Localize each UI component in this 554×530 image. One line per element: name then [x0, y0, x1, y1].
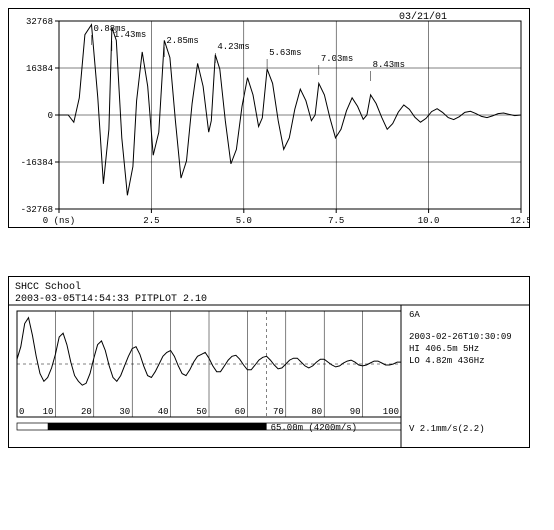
readout-vel: V 2.1mm/s(2.2)	[409, 424, 485, 434]
readout-hi: HI 406.5m 5Hz	[409, 344, 479, 354]
y-tick-label: 16384	[26, 64, 53, 74]
bottom-x-tick: 80	[311, 407, 322, 417]
peak-label: 4.23ms	[217, 42, 249, 52]
top-chart-panel: 0 (ns) 2.5 5.0 7.5 10.0 12.5 -32768 -16384 0 1638…	[8, 8, 530, 228]
depth-fill-bar	[48, 423, 267, 430]
bottom-chart-panel: SHCC School2003-03-05T14:54:33 PITPLOT 2…	[8, 276, 530, 448]
bottom-header-line1: SHCC School	[15, 281, 81, 293]
x-tick-label: 5.0	[236, 216, 252, 226]
bottom-header-line2: 2003-03-05T14:54:33 PITPLOT 2.10	[15, 294, 207, 305]
top-date-label: 03/21/01	[399, 11, 447, 23]
bottom-x-tick: 20	[81, 407, 92, 417]
bottom-chart-svg: SHCC School2003-03-05T14:54:33 PITPLOT 2…	[9, 277, 529, 447]
x-tick-label: 12.5	[510, 216, 529, 226]
bottom-x-tick: 0	[19, 407, 24, 417]
x-tick-label: 2.5	[143, 216, 159, 226]
bottom-x-tick: 100	[383, 407, 399, 417]
y-tick-label: 32768	[26, 17, 53, 27]
bottom-x-tick: 70	[273, 407, 284, 417]
peak-label: 1.43ms	[114, 30, 146, 40]
bottom-x-tick: 30	[119, 407, 130, 417]
bottom-x-tick: 10	[43, 407, 54, 417]
x-tick-label: 7.5	[328, 216, 344, 226]
y-tick-label: -32768	[21, 205, 53, 215]
bottom-x-tick: 50	[196, 407, 207, 417]
top-chart-svg: 0 (ns) 2.5 5.0 7.5 10.0 12.5 -32768 -16384 0 1638…	[9, 9, 529, 227]
x-tick-label: 10.0	[418, 216, 440, 226]
peak-label: 8.43ms	[373, 60, 405, 70]
readout-6a: 6A	[409, 310, 420, 320]
y-tick-label: 0	[48, 111, 53, 121]
x-tick-label: 0 (ns)	[43, 216, 75, 226]
readout-lo: LO 4.82m 436Hz	[409, 356, 485, 366]
peak-label: 2.85ms	[166, 36, 198, 46]
bottom-x-tick: 60	[235, 407, 246, 417]
peak-label: 5.63ms	[269, 48, 301, 58]
bottom-x-tick: 90	[350, 407, 361, 417]
depth-label: 65.00m (4200m/s)	[271, 423, 357, 433]
bottom-x-tick: 40	[158, 407, 169, 417]
y-tick-label: -16384	[21, 158, 53, 168]
readout-date: 2003-02-26T10:30:09	[409, 332, 512, 342]
peak-label: 7.03ms	[321, 54, 353, 64]
